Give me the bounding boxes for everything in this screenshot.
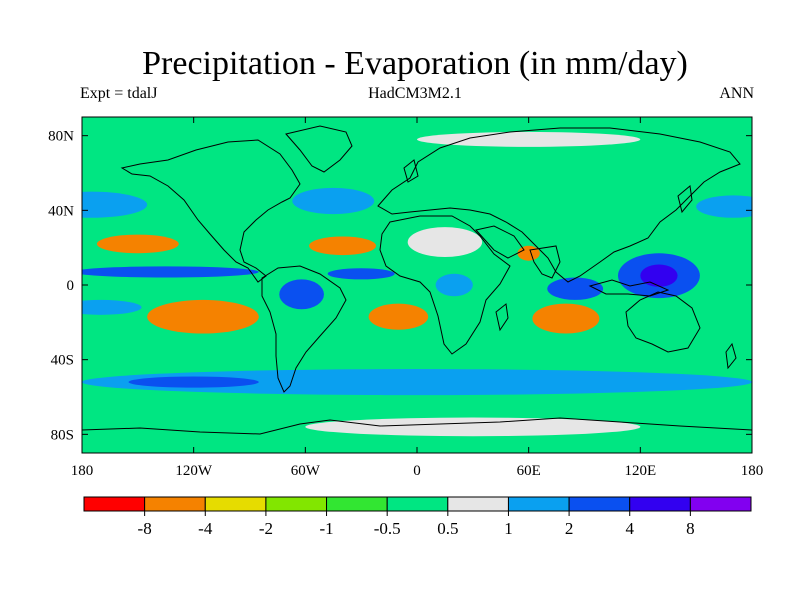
colorbar-label: 0.5 [437, 519, 458, 538]
colorbar-label: 8 [686, 519, 695, 538]
region-itcz-pacific [82, 266, 259, 278]
y-tick-label: 40N [48, 203, 74, 219]
coast-africa [379, 215, 511, 355]
region-arctic-grey [417, 131, 641, 147]
field-regions [82, 131, 752, 437]
region-north-atlantic-evap [309, 236, 377, 256]
colorbar-label: 4 [625, 519, 634, 538]
coast-eurasia [377, 127, 741, 283]
region-southern-ocean-pacific [128, 376, 259, 388]
x-tick-label: 120W [175, 463, 213, 479]
region-indian-ocean-rain [547, 277, 604, 300]
map-title: Precipitation - Evaporation (in mm/day) [142, 45, 688, 82]
region-north-pacific-storm-track-east [696, 195, 752, 218]
experiment-label: Expt = tdalJ [80, 85, 158, 102]
colorbar-label: 2 [565, 519, 574, 538]
colorbar-swatch [386, 496, 449, 512]
y-tick-label: 80S [51, 427, 74, 443]
region-north-pacific-evap [96, 234, 179, 254]
colorbar-swatch [265, 496, 328, 512]
colorbar-swatch [83, 496, 146, 512]
region-antarctica-grey [305, 417, 641, 437]
season-label: ANN [719, 85, 754, 102]
map-axes: 180 120W 60W 0 60E 120E 180 80N 40N 0 40S 80S [48, 117, 763, 479]
colorbar-swatch [568, 496, 631, 512]
colorbar-label: -0.5 [374, 519, 401, 538]
colorbar-swatch [447, 496, 509, 512]
coast-british-isles [403, 159, 419, 183]
region-arabian-sea-evap [517, 245, 540, 261]
coast-north-america [120, 139, 301, 283]
region-warm-pool-max [640, 264, 678, 287]
colorbar-swatch [326, 496, 388, 512]
region-south-indian-evap [532, 303, 600, 334]
x-tick-label: 60W [291, 463, 321, 479]
coast-japan [677, 185, 693, 214]
y-tick-label: 40S [51, 353, 74, 369]
colorbar-label: -4 [198, 519, 213, 538]
model-label: HadCM3M2.1 [368, 85, 462, 102]
colorbar-swatch [629, 496, 691, 512]
coast-antarctica [82, 417, 752, 435]
region-south-atlantic-evap [368, 303, 429, 330]
colorbar-label: -2 [259, 519, 273, 538]
y-tick-label: 0 [67, 278, 75, 294]
map-panel [82, 117, 752, 453]
colorbar-label: 1 [504, 519, 513, 538]
x-tick-label: 0 [413, 463, 421, 479]
region-north-pacific-storm-track [82, 191, 148, 218]
colorbar-label: -1 [319, 519, 333, 538]
x-tick-label: 180 [741, 463, 764, 479]
colorbar-swatch [507, 496, 570, 512]
coast-greenland [285, 125, 353, 173]
colorbar-label: -8 [138, 519, 152, 538]
coast-arabia [475, 225, 525, 259]
region-spcz [82, 299, 142, 315]
x-tick-label: 180 [71, 463, 94, 479]
coastlines [82, 125, 752, 435]
colorbar-swatch [689, 496, 752, 512]
region-southern-ocean-track [82, 369, 752, 396]
region-south-pacific-evap [147, 299, 259, 334]
coast-india [529, 245, 561, 279]
y-tick-label: 80N [48, 129, 74, 145]
x-tick-label: 60E [517, 463, 541, 479]
coast-south-america [261, 265, 347, 393]
x-tick-label: 120E [624, 463, 656, 479]
region-north-atlantic-storm-track [292, 187, 375, 215]
region-itcz-atlantic [327, 268, 395, 280]
colorbar-swatch [144, 496, 206, 512]
coast-new-zealand [725, 342, 737, 370]
coast-madagascar [495, 303, 509, 332]
region-amazon-rain [279, 279, 324, 310]
region-congo-rain [435, 273, 473, 297]
colorbar: -8 -4 -2 -1 -0.5 0.5 1 2 4 8 [83, 496, 752, 538]
colorbar-swatch [204, 496, 267, 512]
coast-australia [625, 291, 701, 353]
region-sahara-dry [407, 227, 483, 257]
coast-maritime-continent [588, 279, 670, 297]
